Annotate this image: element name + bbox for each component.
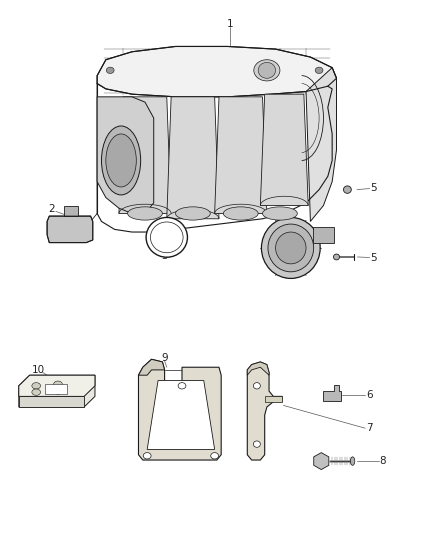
Ellipse shape bbox=[258, 62, 276, 78]
Polygon shape bbox=[119, 97, 171, 214]
Ellipse shape bbox=[32, 389, 41, 395]
Text: 5: 5 bbox=[370, 183, 377, 193]
Ellipse shape bbox=[106, 67, 114, 74]
Ellipse shape bbox=[32, 383, 41, 389]
Text: 9: 9 bbox=[161, 353, 168, 362]
Text: 3: 3 bbox=[161, 251, 168, 261]
Polygon shape bbox=[265, 397, 282, 402]
Polygon shape bbox=[19, 397, 84, 407]
Polygon shape bbox=[19, 375, 95, 397]
Polygon shape bbox=[47, 216, 93, 243]
Polygon shape bbox=[97, 97, 154, 214]
Ellipse shape bbox=[350, 457, 355, 465]
Polygon shape bbox=[138, 359, 165, 375]
Polygon shape bbox=[313, 227, 334, 243]
Polygon shape bbox=[147, 381, 215, 449]
Ellipse shape bbox=[223, 207, 258, 220]
Bar bbox=[45, 384, 67, 394]
Polygon shape bbox=[247, 362, 269, 375]
Ellipse shape bbox=[261, 217, 320, 278]
Polygon shape bbox=[323, 385, 341, 401]
Text: 7: 7 bbox=[366, 423, 372, 433]
Ellipse shape bbox=[106, 134, 136, 187]
Polygon shape bbox=[167, 97, 219, 219]
Ellipse shape bbox=[102, 126, 141, 195]
Ellipse shape bbox=[268, 224, 314, 272]
Text: 2: 2 bbox=[48, 204, 55, 214]
Text: 10: 10 bbox=[32, 365, 45, 375]
Ellipse shape bbox=[53, 388, 62, 394]
Ellipse shape bbox=[127, 207, 162, 220]
Ellipse shape bbox=[254, 60, 280, 81]
Ellipse shape bbox=[343, 186, 351, 193]
Ellipse shape bbox=[176, 207, 210, 220]
Ellipse shape bbox=[143, 453, 151, 459]
Text: 8: 8 bbox=[379, 456, 386, 466]
Polygon shape bbox=[64, 206, 78, 216]
Ellipse shape bbox=[211, 453, 219, 459]
Polygon shape bbox=[260, 94, 308, 206]
Polygon shape bbox=[314, 453, 329, 470]
Text: 4: 4 bbox=[270, 263, 277, 272]
Text: 5: 5 bbox=[370, 253, 377, 263]
Ellipse shape bbox=[262, 207, 297, 220]
Polygon shape bbox=[306, 68, 336, 221]
Polygon shape bbox=[19, 375, 95, 407]
Ellipse shape bbox=[276, 232, 306, 264]
Ellipse shape bbox=[146, 217, 187, 257]
Text: 1: 1 bbox=[226, 19, 233, 29]
Text: 6: 6 bbox=[366, 390, 372, 400]
Ellipse shape bbox=[315, 67, 323, 74]
Ellipse shape bbox=[178, 383, 186, 389]
Ellipse shape bbox=[53, 381, 62, 387]
Ellipse shape bbox=[253, 441, 260, 447]
Polygon shape bbox=[215, 97, 267, 214]
Polygon shape bbox=[138, 359, 221, 460]
Ellipse shape bbox=[150, 222, 183, 253]
Polygon shape bbox=[247, 362, 282, 460]
Ellipse shape bbox=[333, 254, 339, 260]
Polygon shape bbox=[97, 46, 336, 97]
Ellipse shape bbox=[253, 383, 260, 389]
